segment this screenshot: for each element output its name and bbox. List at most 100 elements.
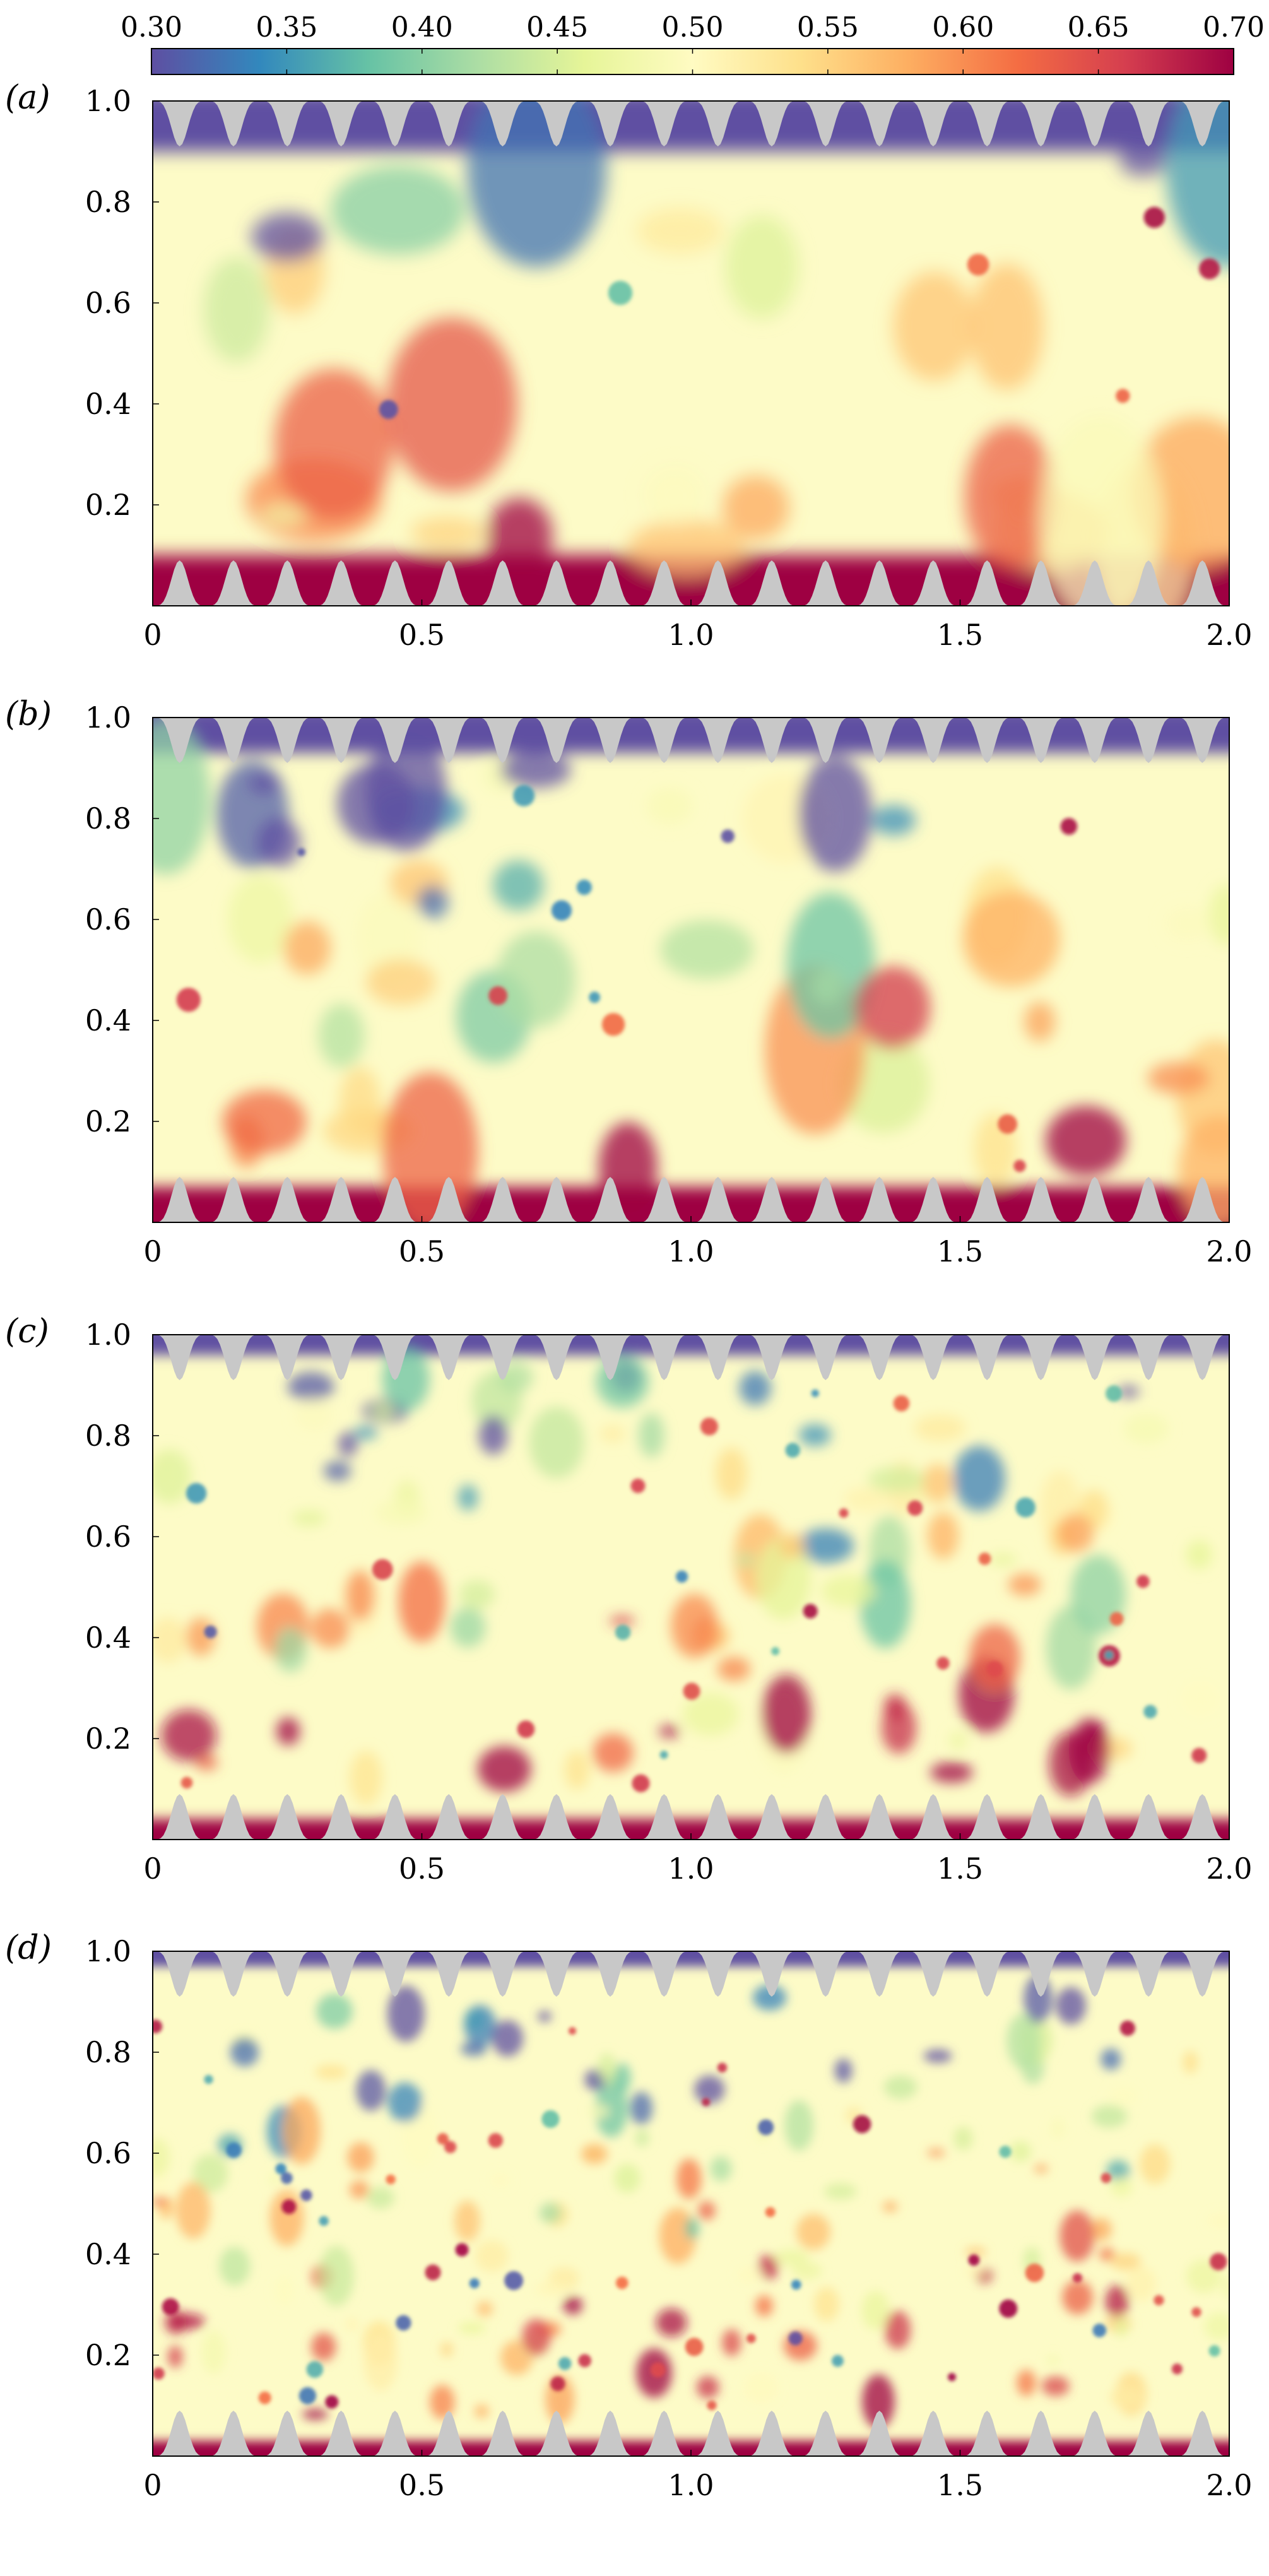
plume (953, 1445, 1005, 1511)
plume (295, 1399, 334, 1431)
temperature-field (153, 101, 1229, 606)
plume (628, 519, 745, 577)
plume (323, 1461, 351, 1481)
vortex-core (1109, 1612, 1124, 1626)
plume (823, 2183, 857, 2200)
plume (1062, 2280, 1093, 2315)
plume (630, 2091, 653, 2125)
plume (811, 969, 843, 1005)
plume (230, 2038, 259, 2067)
x-tick-label: 1.0 (668, 618, 714, 652)
plume (949, 1732, 967, 1750)
plume (460, 2041, 487, 2057)
plume (717, 1657, 750, 1682)
plume (478, 1415, 508, 1455)
vortex-core (425, 2264, 441, 2281)
plume (953, 2126, 973, 2151)
panel-b: (b) 0.2 0.4 0.6 0.8 1.0 0 0.5 1.0 1.5 2.0 (5, 695, 1253, 1268)
colorbar-tick-label: 0.65 (1068, 11, 1130, 44)
vortex-core (1143, 206, 1165, 228)
vortex-core (1171, 2363, 1183, 2375)
plume (411, 516, 484, 549)
plume (593, 1733, 634, 1773)
x-tick-label: 1.5 (937, 1852, 983, 1886)
plume (398, 1561, 446, 1643)
vortex-core (204, 1625, 217, 1638)
plume (752, 1984, 787, 2011)
plume (201, 2330, 226, 2374)
plume (792, 2262, 822, 2279)
plume (798, 756, 872, 872)
plume (459, 1580, 495, 1609)
x-tick-label: 2.0 (1206, 1852, 1252, 1886)
vortex-core (379, 399, 398, 419)
x-tick-label: 0 (143, 1852, 162, 1886)
x-tick-label: 0 (143, 2468, 162, 2502)
colorbar-tick-label: 0.70 (1203, 11, 1265, 44)
plume (1119, 146, 1167, 177)
vortex-core (275, 2163, 286, 2175)
plume (923, 2049, 952, 2063)
plume (659, 1725, 680, 1738)
y-tick-label: 0.2 (85, 1104, 131, 1138)
plume (784, 2100, 813, 2151)
plume (350, 1751, 382, 1805)
plume (1058, 1513, 1094, 1552)
plume (490, 2173, 511, 2187)
vortex-core (839, 1508, 849, 1518)
plume (1221, 2274, 1229, 2300)
plume (1006, 2013, 1041, 2069)
plume (339, 1066, 381, 1137)
plume (311, 2332, 336, 2361)
vortex-core (1092, 2324, 1107, 2337)
plume (676, 2158, 702, 2199)
plume (287, 1371, 334, 1402)
plume (1114, 2317, 1128, 2337)
vortex-core (162, 2298, 179, 2315)
plume (430, 2385, 455, 2419)
plume (736, 2267, 764, 2283)
plume (251, 212, 324, 262)
vortex-core (650, 2362, 666, 2378)
plume (737, 1552, 755, 1568)
plume (302, 2409, 328, 2420)
plume (834, 2059, 853, 2083)
field-background (153, 1951, 1229, 2456)
y-tick-label: 0.6 (85, 1520, 131, 1554)
vortex-core (683, 1682, 700, 1700)
vortex-core (702, 2098, 711, 2106)
plume (883, 1693, 906, 1720)
plume (821, 1575, 876, 1607)
plume (539, 2202, 562, 2223)
vortex-core (1119, 2020, 1136, 2036)
colorbar-tick-label: 0.60 (932, 11, 994, 44)
plume (656, 2308, 687, 2337)
plume (535, 2281, 567, 2296)
vortex-core (258, 2391, 271, 2404)
plume (883, 2075, 918, 2100)
vortex-core (659, 1751, 668, 1759)
plume (922, 1463, 953, 1503)
vortex-core (947, 2373, 956, 2382)
plume (613, 2063, 631, 2093)
plume (1186, 1540, 1213, 1569)
plume (161, 1710, 217, 1762)
vortex-core (517, 1720, 535, 1739)
vortex-core (1060, 818, 1078, 835)
vortex-core (298, 2387, 317, 2404)
plume (282, 2096, 321, 2165)
vortex-core (765, 2207, 776, 2218)
plume (274, 369, 393, 521)
vortex-core (758, 2119, 774, 2136)
plume (636, 208, 724, 254)
x-tick-label: 1.0 (668, 1852, 714, 1886)
vortex-core (632, 1774, 650, 1793)
plume (1099, 2248, 1115, 2261)
vortex-core (488, 986, 508, 1005)
vortex-core (967, 254, 989, 276)
y-tick-label: 0.8 (85, 185, 131, 219)
plume (694, 2075, 725, 2104)
field-vortices (180, 1385, 1207, 1793)
vortex-core (1154, 2295, 1164, 2306)
plume (274, 1627, 307, 1672)
